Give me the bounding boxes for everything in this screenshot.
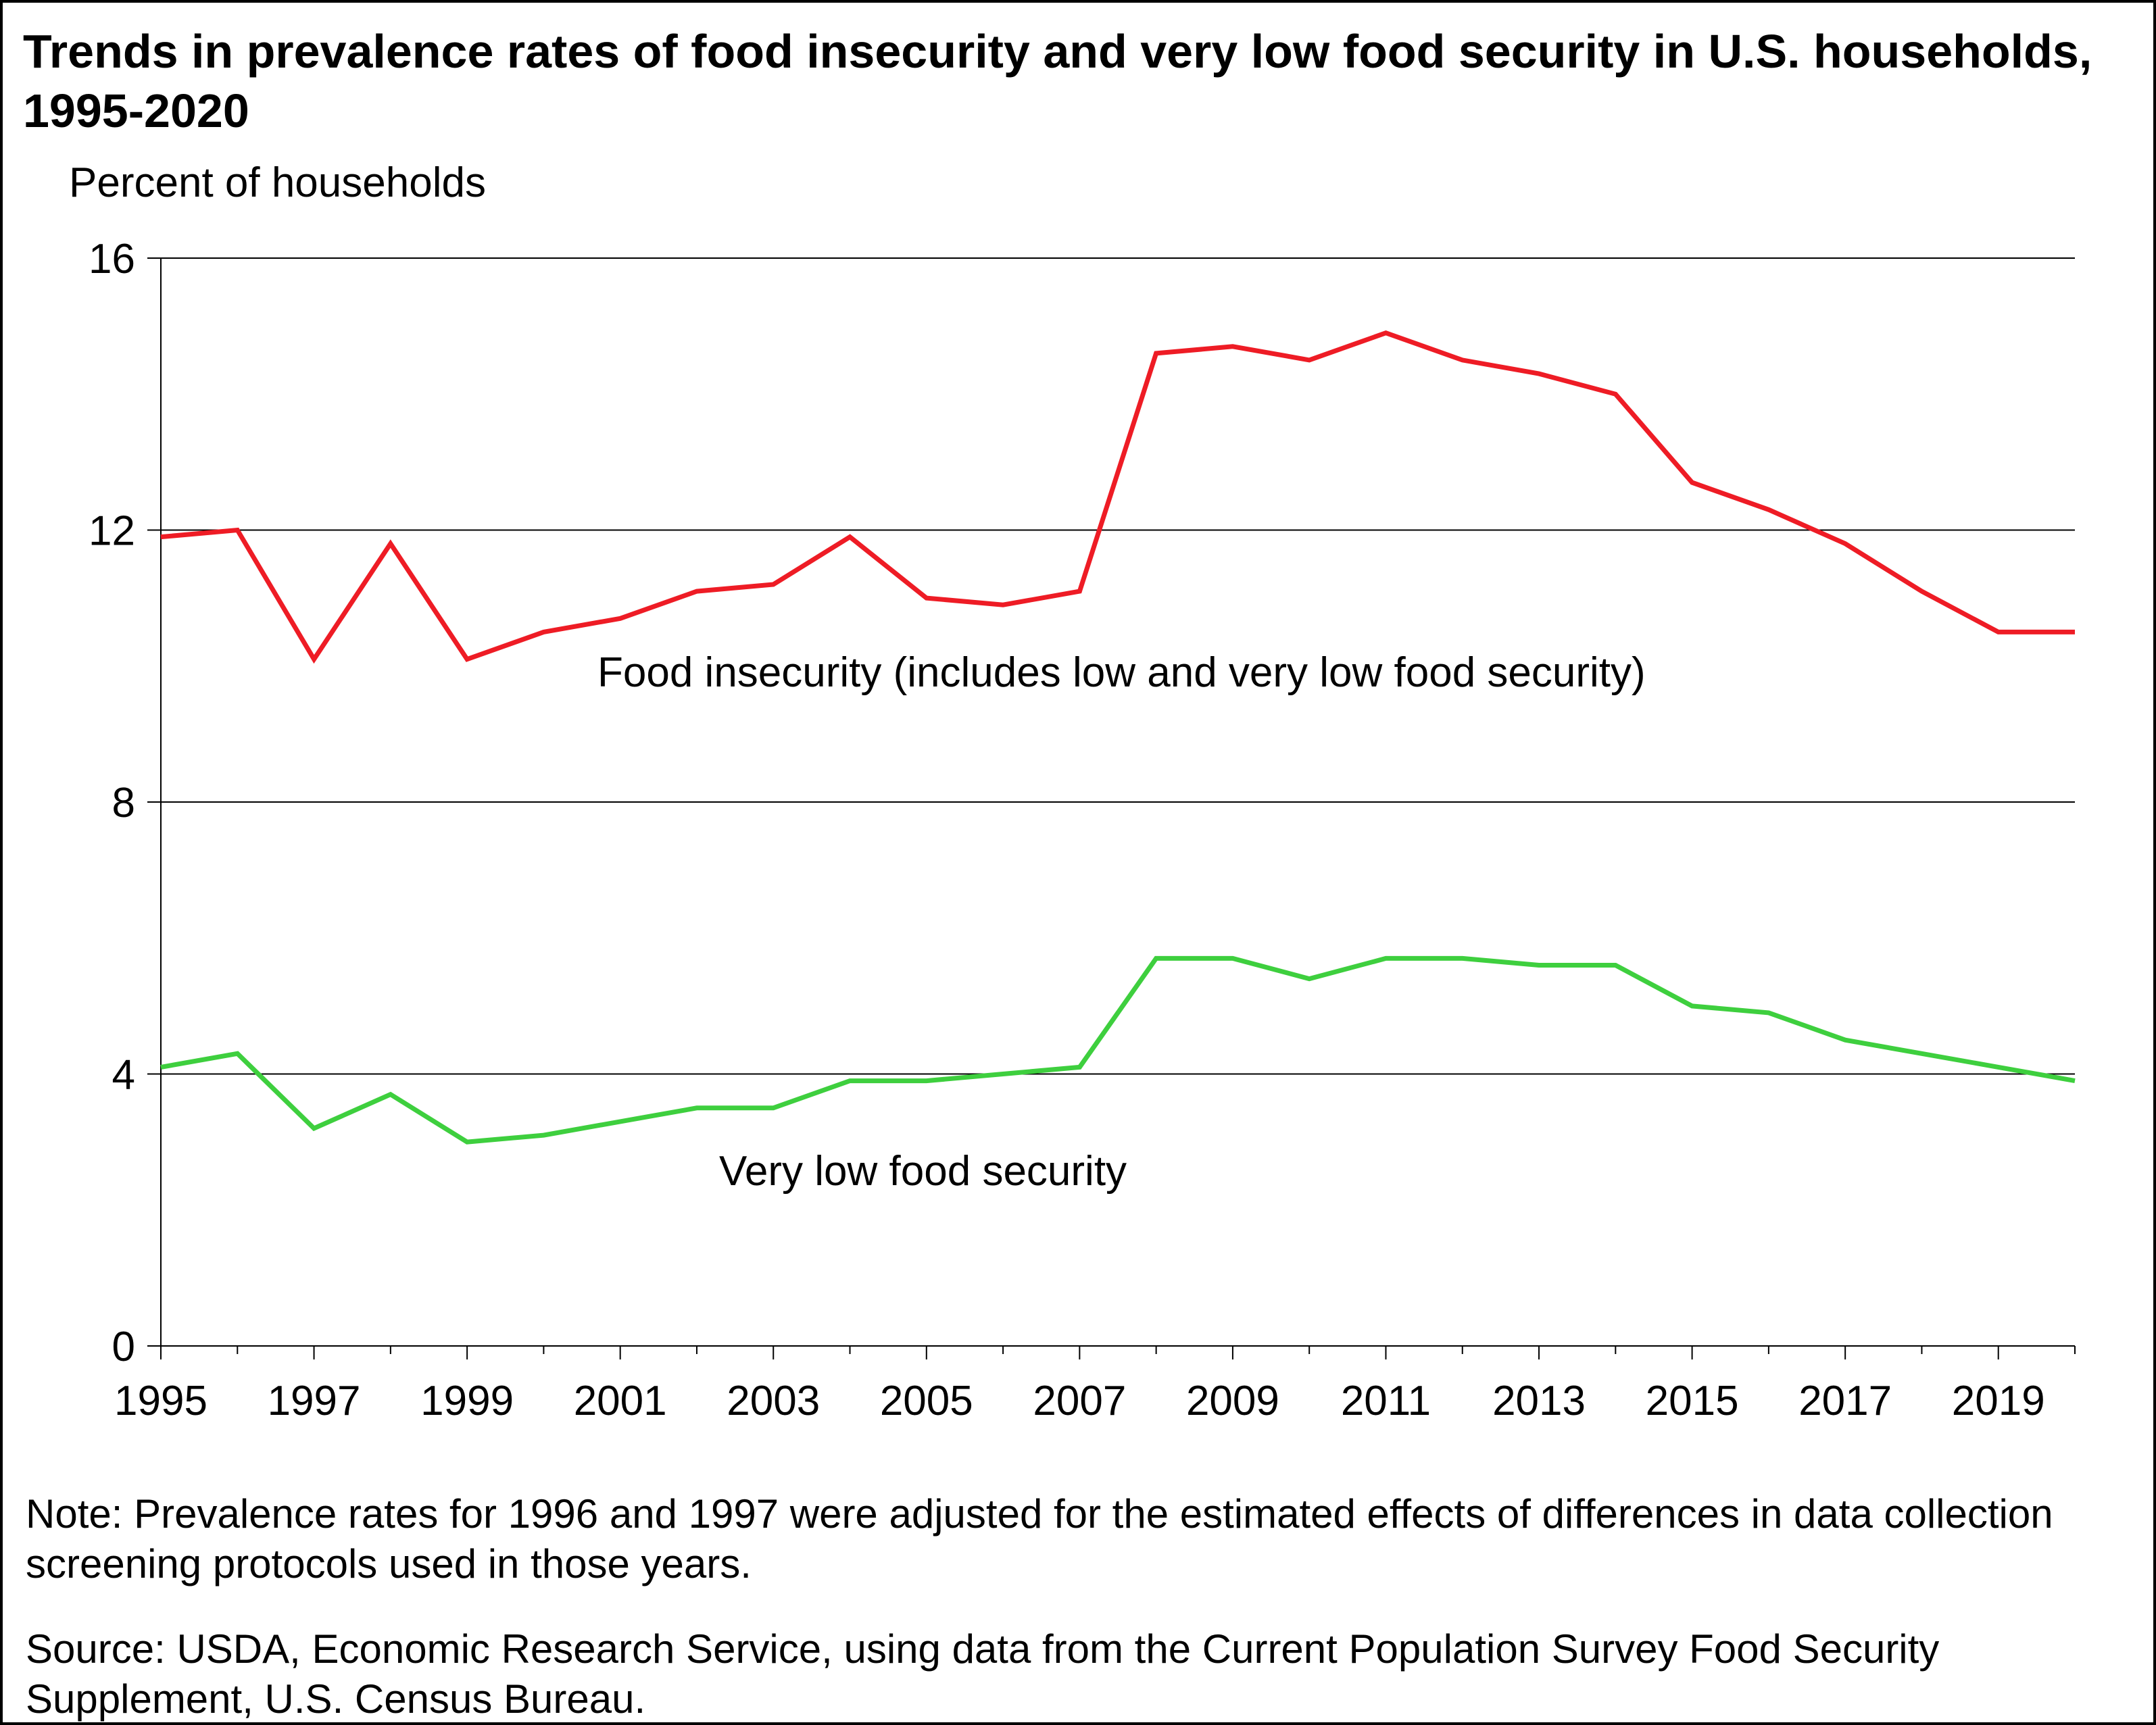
y-tick-label-12: 12: [89, 508, 135, 555]
series-label-very-low-food-security: Very low food security: [719, 1148, 1127, 1195]
x-tick-label-2017: 2017: [1798, 1378, 1892, 1424]
x-tick-label-1999: 1999: [420, 1378, 514, 1424]
y-tick-label-0: 0: [112, 1324, 135, 1370]
series-line-food-insecurity: [160, 330, 2075, 664]
x-tick-label-2019: 2019: [1952, 1378, 2045, 1424]
x-tick-label-1995: 1995: [114, 1378, 207, 1424]
x-tick-label-2001: 2001: [574, 1378, 667, 1424]
x-tick-label-2009: 2009: [1186, 1378, 1279, 1424]
x-ticks: 1995 1997 1999 2001 2003 2005 2007 2009 2011 2013…: [114, 1346, 2076, 1424]
x-tick-label-2007: 2007: [1033, 1378, 1126, 1424]
chart-title: Trends in prevalence rates of food insec…: [23, 25, 2092, 137]
y-axis-label: Percent of households: [69, 159, 486, 206]
x-tick-label-2003: 2003: [727, 1378, 820, 1424]
x-tick-label-1997: 1997: [268, 1378, 361, 1424]
y-tick-label-4: 4: [112, 1052, 135, 1099]
x-tick-label-2005: 2005: [880, 1378, 973, 1424]
chart-source: Source: USDA, Economic Research Service,…: [26, 1626, 1940, 1722]
x-tick-label-2015: 2015: [1646, 1378, 1739, 1424]
y-tick-label-8: 8: [112, 780, 135, 826]
series-lines: [160, 330, 2076, 1145]
y-tick-label-16: 16: [89, 236, 135, 282]
series-label-food-insecurity: Food insecurity (includes low and very l…: [597, 649, 1646, 696]
x-tick-label-2011: 2011: [1341, 1378, 1431, 1424]
series-line-very-low-food-security: [160, 955, 2076, 1145]
chart-note: Note: Prevalence rates for 1996 and 1997…: [26, 1491, 2053, 1586]
y-ticks: 0 4 8 12 16: [89, 236, 161, 1370]
gridlines: [161, 257, 2075, 1075]
x-tick-label-2013: 2013: [1492, 1378, 1586, 1424]
